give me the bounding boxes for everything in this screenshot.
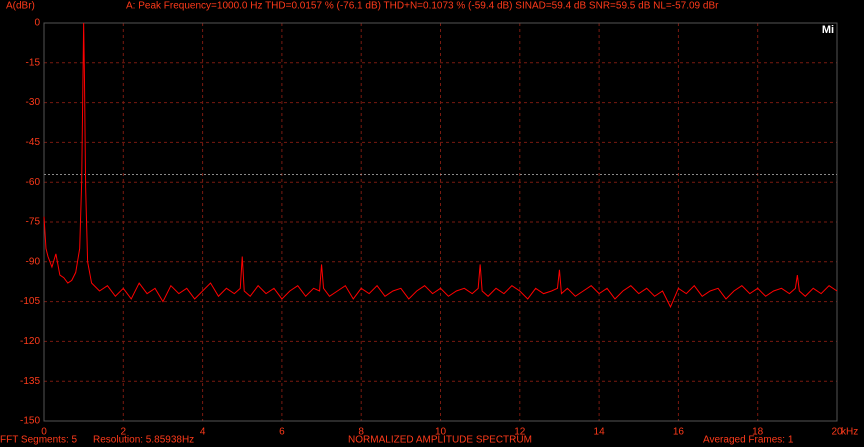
- x-tick-label: 0: [41, 427, 47, 438]
- y-tick-label: -105: [20, 296, 40, 307]
- x-tick-label: 2: [121, 427, 127, 438]
- y-tick-label: -15: [26, 57, 41, 68]
- x-tick-label: 14: [594, 427, 606, 438]
- footer-note: Resolution: 5.85938Hz: [93, 435, 194, 446]
- chart-title: A: Peak Frequency=1000.0 Hz THD=0.0157 %…: [126, 1, 719, 12]
- y-tick-label: -75: [26, 217, 41, 228]
- y-tick-label: -120: [20, 336, 40, 347]
- y-tick-label: -45: [26, 137, 41, 148]
- x-tick-label: 20: [831, 427, 843, 438]
- x-tick-label: 10: [435, 427, 447, 438]
- x-tick-label: 8: [358, 427, 364, 438]
- spectrum-line: [43, 22, 838, 309]
- y-tick-label: 0: [34, 18, 40, 29]
- x-tick-label: 12: [514, 427, 526, 438]
- y-tick-label: -90: [26, 256, 41, 267]
- footer-note: NORMALIZED AMPLITUDE SPECTRUM: [348, 435, 532, 446]
- y-tick-label: -135: [20, 376, 40, 387]
- footer-note: Averaged Frames: 1: [703, 435, 794, 446]
- y-tick-label: -150: [20, 416, 40, 427]
- y-tick-label: -30: [26, 97, 41, 108]
- y-tick-label: -60: [26, 177, 41, 188]
- x-tick-label: 4: [200, 427, 206, 438]
- footer-note: FFT Segments: 5: [0, 435, 78, 446]
- x-axis-label: kHz: [841, 427, 858, 438]
- y-axis-label: A(dBr): [6, 1, 35, 12]
- x-tick-label: 6: [279, 427, 285, 438]
- x-tick-label: 18: [752, 427, 764, 438]
- logo: Mi: [822, 24, 834, 36]
- x-tick-label: 16: [673, 427, 685, 438]
